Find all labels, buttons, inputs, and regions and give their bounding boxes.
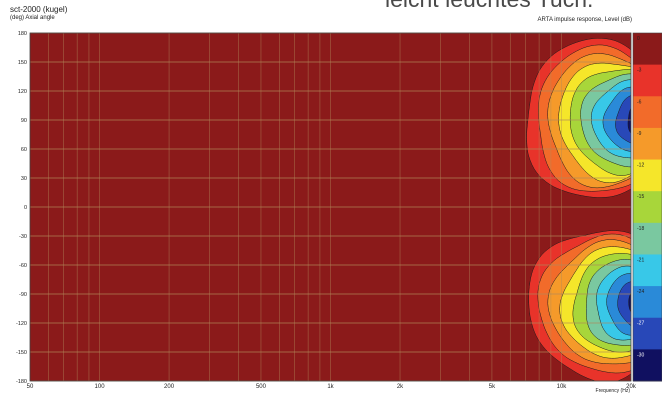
colorbar-tick-label: -18 xyxy=(637,226,644,232)
x-axis-label: Frequency (Hz) xyxy=(595,388,630,394)
colorbar-swatch xyxy=(633,222,662,255)
colorbar-tick-label: -30 xyxy=(637,352,644,358)
plot-frame xyxy=(29,32,632,382)
contour-band xyxy=(617,281,631,327)
y-axis-label: (deg) Axial angle xyxy=(10,15,55,21)
x-tick-label: 10k xyxy=(557,384,568,390)
colorbar-tick-label: -27 xyxy=(637,321,644,327)
y-tick-label: -120 xyxy=(16,321,27,327)
y-tick-label: -30 xyxy=(19,234,27,240)
chart-title: sct-2000 (kugel) xyxy=(10,5,68,14)
colorbar-tick-label: -15 xyxy=(637,194,644,200)
x-tick-label: 500 xyxy=(256,384,267,390)
colorbar-frame xyxy=(632,32,662,382)
contour-band xyxy=(628,292,631,313)
colorbar-tick-label: -24 xyxy=(637,289,644,295)
colorbar-swatch xyxy=(633,317,662,350)
colorbar-swatch xyxy=(633,191,662,224)
y-tick-label: -60 xyxy=(19,263,27,269)
colorbar-tick-label: -12 xyxy=(637,163,644,169)
colorbar-swatch xyxy=(633,159,662,192)
x-tick-label: 20k xyxy=(626,384,637,390)
y-tick-label: -90 xyxy=(19,292,27,298)
y-tick-label: 90 xyxy=(21,118,27,124)
y-tick-label: -180 xyxy=(16,379,27,385)
x-tick-label: 100 xyxy=(95,384,106,390)
colorbar-swatch xyxy=(633,349,662,382)
colorbar-tick-label: 0 xyxy=(637,36,640,42)
colorbar-tick-label: -3 xyxy=(637,68,642,74)
y-tick-label: 60 xyxy=(21,147,27,153)
y-tick-label: 0 xyxy=(24,205,27,211)
colorbar-tick-label: -21 xyxy=(637,257,644,263)
colorbar-swatch xyxy=(633,286,662,319)
caption-fragment: leicht leuchtes Tuch. xyxy=(385,0,593,13)
x-tick-label: 2k xyxy=(397,384,404,390)
y-tick-label: 30 xyxy=(21,176,27,182)
y-tick-label: 120 xyxy=(18,89,27,95)
colorbar-label: ARTA impulse response, Level (dB) xyxy=(537,17,633,23)
colorbar-swatch xyxy=(633,64,662,97)
colorbar-tick-label: -9 xyxy=(637,131,642,137)
y-tick-label: 180 xyxy=(18,31,27,37)
x-tick-label: 5k xyxy=(489,384,496,390)
x-tick-label: 200 xyxy=(164,384,175,390)
colorbar-swatch xyxy=(633,127,662,161)
x-tick-label: 1k xyxy=(327,384,334,390)
colorbar-tick-label: -6 xyxy=(637,99,642,105)
y-tick-label: -150 xyxy=(16,350,27,356)
colorbar-swatch xyxy=(633,33,662,66)
colorbar-swatch xyxy=(633,96,662,129)
y-tick-label: 150 xyxy=(18,60,27,66)
x-tick-label: 50 xyxy=(27,384,34,390)
colorbar-swatch xyxy=(633,254,662,287)
